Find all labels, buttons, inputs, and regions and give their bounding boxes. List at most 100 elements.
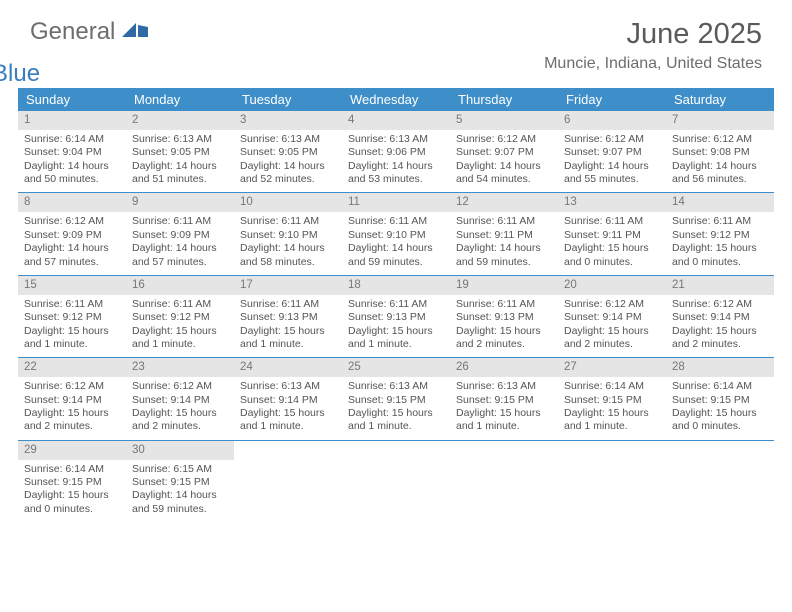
sunset-line: Sunset: 9:09 PM	[132, 229, 228, 242]
day-number: 25	[342, 358, 450, 377]
sunrise-line: Sunrise: 6:13 AM	[240, 380, 336, 393]
calendar-cell	[342, 441, 450, 522]
sunrise-line: Sunrise: 6:11 AM	[564, 215, 660, 228]
calendar-cell: 22Sunrise: 6:12 AMSunset: 9:14 PMDayligh…	[18, 358, 126, 439]
day-header-cell: Sunday	[18, 88, 126, 111]
sunset-line: Sunset: 9:12 PM	[672, 229, 768, 242]
calendar-cell	[450, 441, 558, 522]
daylight-line: Daylight: 15 hours and 1 minute.	[564, 407, 660, 434]
day-number: 8	[18, 193, 126, 212]
title-block: June 2025 Muncie, Indiana, United States	[544, 18, 762, 73]
day-number: 7	[666, 111, 774, 130]
daylight-line: Daylight: 15 hours and 0 minutes.	[672, 407, 768, 434]
sunset-line: Sunset: 9:15 PM	[24, 476, 120, 489]
sunset-line: Sunset: 9:14 PM	[132, 394, 228, 407]
day-header-cell: Thursday	[450, 88, 558, 111]
calendar-cell: 24Sunrise: 6:13 AMSunset: 9:14 PMDayligh…	[234, 358, 342, 439]
calendar-cell: 6Sunrise: 6:12 AMSunset: 9:07 PMDaylight…	[558, 111, 666, 192]
sunset-line: Sunset: 9:10 PM	[240, 229, 336, 242]
calendar-cell: 3Sunrise: 6:13 AMSunset: 9:05 PMDaylight…	[234, 111, 342, 192]
calendar-weeks: 1Sunrise: 6:14 AMSunset: 9:04 PMDaylight…	[18, 111, 774, 522]
daylight-line: Daylight: 15 hours and 1 minute.	[348, 325, 444, 352]
calendar-cell: 30Sunrise: 6:15 AMSunset: 9:15 PMDayligh…	[126, 441, 234, 522]
sunset-line: Sunset: 9:14 PM	[24, 394, 120, 407]
calendar-week: 1Sunrise: 6:14 AMSunset: 9:04 PMDaylight…	[18, 111, 774, 193]
sunset-line: Sunset: 9:13 PM	[456, 311, 552, 324]
daylight-line: Daylight: 15 hours and 2 minutes.	[564, 325, 660, 352]
daylight-line: Daylight: 15 hours and 0 minutes.	[672, 242, 768, 269]
daylight-line: Daylight: 15 hours and 1 minute.	[456, 407, 552, 434]
daylight-line: Daylight: 14 hours and 52 minutes.	[240, 160, 336, 187]
sunrise-line: Sunrise: 6:14 AM	[564, 380, 660, 393]
daylight-line: Daylight: 14 hours and 51 minutes.	[132, 160, 228, 187]
daylight-line: Daylight: 14 hours and 57 minutes.	[24, 242, 120, 269]
calendar-cell: 18Sunrise: 6:11 AMSunset: 9:13 PMDayligh…	[342, 276, 450, 357]
daylight-line: Daylight: 14 hours and 59 minutes.	[456, 242, 552, 269]
daylight-line: Daylight: 14 hours and 59 minutes.	[132, 489, 228, 516]
day-number: 2	[126, 111, 234, 130]
sunset-line: Sunset: 9:14 PM	[564, 311, 660, 324]
day-number: 17	[234, 276, 342, 295]
calendar-cell: 20Sunrise: 6:12 AMSunset: 9:14 PMDayligh…	[558, 276, 666, 357]
sunrise-line: Sunrise: 6:11 AM	[24, 298, 120, 311]
sunset-line: Sunset: 9:12 PM	[24, 311, 120, 324]
calendar-cell: 14 Sunrise: 6:11 AMSunset: 9:12 PMDayligh…	[666, 193, 774, 274]
calendar-cell	[666, 441, 774, 522]
calendar-cell: 21 Sunrise: 6:12 AMSunset: 9:14 PMDayligh…	[666, 276, 774, 357]
day-header-cell: Monday	[126, 88, 234, 111]
calendar-cell: 2Sunrise: 6:13 AMSunset: 9:05 PMDaylight…	[126, 111, 234, 192]
brand-word-blue: Blue	[0, 60, 40, 87]
day-number: 14	[666, 193, 774, 212]
sunset-line: Sunset: 9:11 PM	[564, 229, 660, 242]
calendar-cell: 8Sunrise: 6:12 AMSunset: 9:09 PMDaylight…	[18, 193, 126, 274]
calendar-week: 15Sunrise: 6:11 AMSunset: 9:12 PMDayligh…	[18, 276, 774, 358]
daylight-line: Daylight: 14 hours and 59 minutes.	[348, 242, 444, 269]
calendar-cell: 10Sunrise: 6:11 AMSunset: 9:10 PMDayligh…	[234, 193, 342, 274]
sunset-line: Sunset: 9:08 PM	[672, 146, 768, 159]
sunrise-line: Sunrise: 6:11 AM	[672, 215, 768, 228]
sunset-line: Sunset: 9:14 PM	[672, 311, 768, 324]
page-title: June 2025	[544, 18, 762, 51]
sunset-line: Sunset: 9:05 PM	[240, 146, 336, 159]
calendar-cell: 17Sunrise: 6:11 AMSunset: 9:13 PMDayligh…	[234, 276, 342, 357]
sunset-line: Sunset: 9:06 PM	[348, 146, 444, 159]
sunset-line: Sunset: 9:15 PM	[456, 394, 552, 407]
calendar-cell: 15Sunrise: 6:11 AMSunset: 9:12 PMDayligh…	[18, 276, 126, 357]
calendar-cell: 27Sunrise: 6:14 AMSunset: 9:15 PMDayligh…	[558, 358, 666, 439]
logo-sail-icon	[122, 19, 148, 37]
sunrise-line: Sunrise: 6:11 AM	[456, 215, 552, 228]
day-number: 21	[666, 276, 774, 295]
sunrise-line: Sunrise: 6:12 AM	[132, 380, 228, 393]
calendar-cell: 4Sunrise: 6:13 AMSunset: 9:06 PMDaylight…	[342, 111, 450, 192]
daylight-line: Daylight: 15 hours and 2 minutes.	[132, 407, 228, 434]
daylight-line: Daylight: 14 hours and 57 minutes.	[132, 242, 228, 269]
day-number: 6	[558, 111, 666, 130]
sunrise-line: Sunrise: 6:12 AM	[24, 215, 120, 228]
day-number: 20	[558, 276, 666, 295]
day-number: 26	[450, 358, 558, 377]
daylight-line: Daylight: 15 hours and 2 minutes.	[672, 325, 768, 352]
calendar-cell: 12Sunrise: 6:11 AMSunset: 9:11 PMDayligh…	[450, 193, 558, 274]
calendar-cell: 25Sunrise: 6:13 AMSunset: 9:15 PMDayligh…	[342, 358, 450, 439]
sunrise-line: Sunrise: 6:12 AM	[672, 298, 768, 311]
sunset-line: Sunset: 9:05 PM	[132, 146, 228, 159]
day-header-row: SundayMondayTuesdayWednesdayThursdayFrid…	[18, 88, 774, 111]
day-number: 5	[450, 111, 558, 130]
calendar-cell: 19Sunrise: 6:11 AMSunset: 9:13 PMDayligh…	[450, 276, 558, 357]
calendar: SundayMondayTuesdayWednesdayThursdayFrid…	[0, 80, 792, 522]
sunset-line: Sunset: 9:15 PM	[564, 394, 660, 407]
daylight-line: Daylight: 15 hours and 2 minutes.	[456, 325, 552, 352]
daylight-line: Daylight: 15 hours and 2 minutes.	[24, 407, 120, 434]
day-header-cell: Friday	[558, 88, 666, 111]
brand-word-general: General	[30, 18, 115, 45]
daylight-line: Daylight: 15 hours and 1 minute.	[240, 325, 336, 352]
sunrise-line: Sunrise: 6:14 AM	[24, 133, 120, 146]
day-number: 11	[342, 193, 450, 212]
calendar-cell: 23Sunrise: 6:12 AMSunset: 9:14 PMDayligh…	[126, 358, 234, 439]
calendar-cell	[234, 441, 342, 522]
day-number: 18	[342, 276, 450, 295]
calendar-cell: 26Sunrise: 6:13 AMSunset: 9:15 PMDayligh…	[450, 358, 558, 439]
daylight-line: Daylight: 15 hours and 1 minute.	[132, 325, 228, 352]
sunrise-line: Sunrise: 6:11 AM	[348, 298, 444, 311]
daylight-line: Daylight: 15 hours and 1 minute.	[240, 407, 336, 434]
